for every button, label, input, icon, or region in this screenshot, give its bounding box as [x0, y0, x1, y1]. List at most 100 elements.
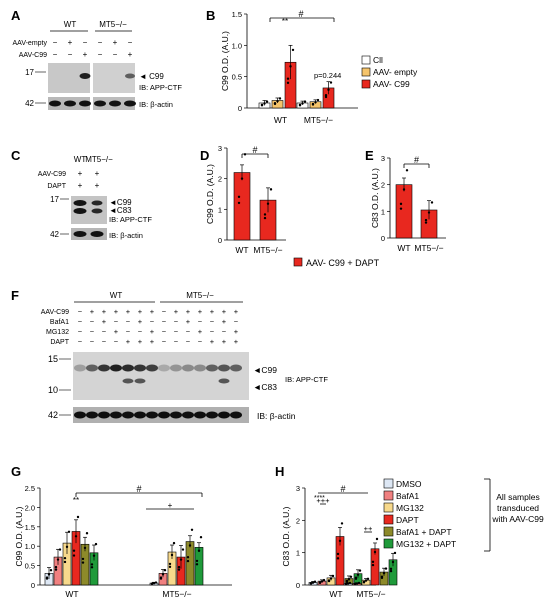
blot-c-sign: + — [95, 169, 100, 178]
chart-h-data-point — [322, 578, 326, 582]
blot-a-band-c99-mt5 — [125, 73, 135, 79]
chart-b-data-point — [324, 93, 328, 97]
blot-f-sign: + — [234, 337, 239, 346]
chart-b-legend-label-aav-empty: AAV- empty — [373, 67, 418, 77]
blot-c-mw-42: 42 — [50, 230, 59, 239]
chart-b-data-point — [286, 77, 290, 80]
chart-b-y-tick-label: 1.0 — [232, 41, 242, 50]
chart-b-data-point — [289, 65, 292, 68]
chart-g-y-tick-label: 2.0 — [25, 503, 35, 512]
blot-f-sign: − — [174, 327, 179, 336]
chart-g-data-point — [177, 565, 181, 569]
chart-b-data-point — [301, 102, 304, 105]
blot-f-sign: − — [174, 317, 179, 326]
chart-g-data-point — [179, 558, 183, 561]
chart-g-data-point — [195, 563, 199, 566]
chart-g-data-point — [188, 544, 192, 547]
chart-g-data-point — [85, 532, 89, 535]
blot-f-sign: − — [186, 327, 191, 336]
blot-f-sign: + — [234, 307, 239, 316]
blot-f-sign: + — [186, 317, 191, 326]
chart-h-x-label: WT — [329, 589, 342, 599]
chart-g-data-point — [58, 548, 62, 551]
chart-b-y-tick-label: 0 — [238, 104, 242, 113]
chart-g-bar-mg132-dapt — [194, 547, 204, 586]
blot-f-band-c99 — [122, 364, 134, 372]
blot-c-row-label: DAPT — [47, 183, 66, 190]
chart-g-data-point — [83, 546, 87, 550]
blot-f-sign: − — [174, 337, 179, 346]
blot-f-band-actin — [134, 411, 146, 419]
blot-f-band-actin — [146, 411, 158, 419]
blot-c-group-wt: WT — [74, 155, 87, 164]
blot-c-band-c99-mt5 — [91, 200, 103, 206]
blot-f-sign: − — [186, 337, 191, 346]
chart-b-x-label: MT5−/− — [304, 115, 333, 125]
chart-b-data-point — [286, 81, 290, 85]
chart-g-x-label: WT — [65, 589, 78, 599]
chart-g-y-tick-label: 0.5 — [25, 562, 35, 571]
blot-f-band-actin — [122, 411, 134, 419]
chart-b-legend-swatch-aav-empty — [361, 67, 371, 77]
panel-letter-b: B — [206, 8, 215, 23]
chart-g-y-tick-label: 0 — [31, 581, 35, 590]
chart-b-data-point — [263, 102, 266, 105]
chart-b-data-point — [265, 100, 269, 103]
blot-c-sign: + — [78, 169, 83, 178]
blot-f-band-actin — [158, 411, 170, 419]
chart-d-y-tick-label: 1 — [218, 205, 222, 214]
chart-d-y-label: C99 O.D. (A.U.) — [205, 164, 215, 224]
blot-f-sign: − — [162, 307, 167, 316]
chart-b-data-point — [303, 100, 307, 103]
chart-e-data-point — [424, 218, 428, 222]
chart-h-y-tick-label: 3 — [296, 484, 300, 493]
chart-g-data-point — [47, 573, 51, 576]
chart-e-y-tick-label: 3 — [381, 154, 385, 163]
chart-h-legend-swatch-bafa1-dapt — [383, 526, 394, 537]
chart-b-data-point — [329, 81, 333, 84]
chart-h-legend-label-bafa1: BafA1 — [396, 491, 419, 501]
chart-h-legend-note: All samples — [496, 492, 539, 502]
chart-h-data-point — [348, 581, 352, 585]
blot-f-sign: + — [234, 327, 239, 336]
blot-f-sign: + — [102, 307, 107, 316]
chart-g-data-point — [197, 549, 201, 552]
chart-h-legend-label-mg132-dapt: MG132 + DAPT — [396, 539, 456, 549]
chart-h-data-point — [391, 560, 395, 564]
chart-g-data-point — [81, 557, 85, 561]
chart-h-data-point — [327, 579, 331, 582]
blot-f-band-actin — [170, 411, 182, 419]
chart-h-data-point — [345, 579, 349, 583]
chart-g-data-point — [177, 568, 181, 571]
chart-b-sig-hash: # — [298, 9, 303, 19]
chart-g-data-point — [65, 545, 69, 549]
chart-h-legend-swatch-mg132 — [383, 502, 394, 513]
blot-f-sign: − — [162, 317, 167, 326]
blot-a-sign: − — [53, 38, 58, 47]
chart-g-data-point — [159, 576, 163, 579]
chart-h-data-point — [362, 580, 366, 584]
blot-f-sign: + — [114, 307, 119, 316]
blot-f-sign: + — [150, 337, 155, 346]
chart-e-y-tick-label: 0 — [381, 234, 385, 243]
blot-f-sign: − — [162, 327, 167, 336]
panel-letter-f: F — [11, 288, 19, 303]
chart-e-data-point — [430, 201, 434, 204]
chart-e-x-label: WT — [397, 243, 410, 253]
blot-c-label-ib-ctf: IB: APP-CTF — [109, 215, 152, 224]
chart-g-data-point — [172, 541, 176, 545]
chart-d-data-point — [266, 202, 270, 205]
blot-f-band-c99 — [206, 364, 218, 372]
chart-b-legend-swatch-cll — [361, 55, 371, 65]
blot-f-sign: − — [90, 337, 95, 346]
blot-f-sign: + — [222, 317, 227, 326]
chart-h-y-tick-label: 0 — [296, 581, 300, 590]
chart-h-legend-note: with AAV-C99 — [491, 514, 544, 524]
chart-h-legend-label-bafa1-dapt: BafA1 + DAPT — [396, 527, 452, 537]
blot-f-sign: + — [174, 307, 179, 316]
chart-g-data-point — [90, 563, 94, 566]
blot-f-band-c99 — [182, 364, 194, 372]
chart-h-data-point — [358, 569, 362, 572]
chart-h-data-point — [364, 579, 368, 582]
